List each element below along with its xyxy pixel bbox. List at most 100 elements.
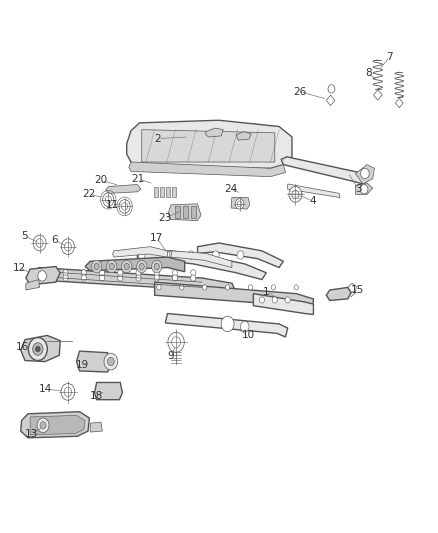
Polygon shape <box>288 184 340 198</box>
Polygon shape <box>77 351 112 372</box>
Polygon shape <box>106 184 141 193</box>
Polygon shape <box>326 95 335 106</box>
Polygon shape <box>168 204 201 221</box>
Circle shape <box>154 275 159 281</box>
Polygon shape <box>253 294 314 314</box>
Polygon shape <box>396 98 403 108</box>
Text: 9: 9 <box>168 351 174 361</box>
Text: 17: 17 <box>150 233 163 243</box>
Text: 15: 15 <box>350 285 364 295</box>
Circle shape <box>118 270 123 276</box>
Circle shape <box>33 235 46 251</box>
Circle shape <box>163 251 170 259</box>
Circle shape <box>118 275 123 281</box>
Circle shape <box>212 251 219 259</box>
Polygon shape <box>326 287 351 301</box>
Polygon shape <box>374 90 382 100</box>
Text: 22: 22 <box>83 189 96 199</box>
Polygon shape <box>198 243 283 268</box>
Circle shape <box>294 285 298 290</box>
Circle shape <box>38 271 46 281</box>
Text: 11: 11 <box>106 200 119 210</box>
Circle shape <box>35 346 40 352</box>
Circle shape <box>137 260 147 273</box>
Circle shape <box>173 270 177 276</box>
Circle shape <box>168 332 184 352</box>
Text: 4: 4 <box>309 196 316 206</box>
Circle shape <box>157 285 161 290</box>
Circle shape <box>173 275 177 281</box>
Polygon shape <box>21 411 89 438</box>
Polygon shape <box>356 183 373 195</box>
Circle shape <box>240 321 249 332</box>
Circle shape <box>235 199 244 209</box>
Circle shape <box>226 285 230 290</box>
Circle shape <box>221 316 234 332</box>
Polygon shape <box>166 187 170 197</box>
Circle shape <box>37 418 49 433</box>
Circle shape <box>136 270 141 276</box>
Circle shape <box>139 263 144 270</box>
Polygon shape <box>21 335 60 361</box>
Polygon shape <box>191 206 196 219</box>
Polygon shape <box>166 313 288 337</box>
Polygon shape <box>26 266 60 285</box>
Polygon shape <box>356 165 374 184</box>
Circle shape <box>360 168 369 179</box>
Circle shape <box>271 285 276 290</box>
Circle shape <box>180 285 184 290</box>
Polygon shape <box>205 128 223 137</box>
Circle shape <box>99 270 105 276</box>
Polygon shape <box>172 187 176 197</box>
Polygon shape <box>26 280 39 290</box>
Circle shape <box>136 275 141 281</box>
Polygon shape <box>175 206 180 219</box>
Circle shape <box>119 200 130 213</box>
Polygon shape <box>281 157 367 184</box>
Circle shape <box>191 270 196 276</box>
Polygon shape <box>154 187 158 197</box>
Text: 2: 2 <box>155 134 161 143</box>
Circle shape <box>81 275 86 281</box>
Circle shape <box>285 297 290 303</box>
Polygon shape <box>236 132 251 140</box>
Text: 19: 19 <box>76 360 89 370</box>
Text: 12: 12 <box>13 263 26 272</box>
Text: 1: 1 <box>263 287 269 296</box>
Circle shape <box>45 275 50 281</box>
Circle shape <box>28 337 47 360</box>
Circle shape <box>191 275 196 281</box>
Circle shape <box>360 184 368 194</box>
Circle shape <box>102 193 114 206</box>
Circle shape <box>154 270 159 276</box>
Polygon shape <box>160 187 164 197</box>
Text: 26: 26 <box>293 86 306 96</box>
Circle shape <box>61 239 74 254</box>
Circle shape <box>63 275 68 281</box>
Polygon shape <box>113 247 167 257</box>
Circle shape <box>237 251 244 259</box>
Polygon shape <box>183 206 188 219</box>
Text: 16: 16 <box>16 343 29 352</box>
Circle shape <box>94 263 99 270</box>
Polygon shape <box>85 257 185 272</box>
Polygon shape <box>127 120 292 168</box>
Circle shape <box>92 260 102 273</box>
Polygon shape <box>231 198 250 209</box>
Text: 6: 6 <box>52 236 58 245</box>
Polygon shape <box>90 422 102 432</box>
Text: 14: 14 <box>39 384 52 394</box>
Circle shape <box>154 263 159 270</box>
Text: 7: 7 <box>386 52 393 61</box>
Text: 5: 5 <box>21 231 28 241</box>
Polygon shape <box>95 383 123 400</box>
Circle shape <box>272 297 277 303</box>
Circle shape <box>152 260 162 273</box>
Circle shape <box>45 270 50 276</box>
Text: 21: 21 <box>132 174 145 184</box>
Text: 13: 13 <box>25 429 38 439</box>
Polygon shape <box>171 251 232 268</box>
Text: 8: 8 <box>365 68 372 78</box>
Polygon shape <box>138 251 266 280</box>
Polygon shape <box>142 130 275 162</box>
